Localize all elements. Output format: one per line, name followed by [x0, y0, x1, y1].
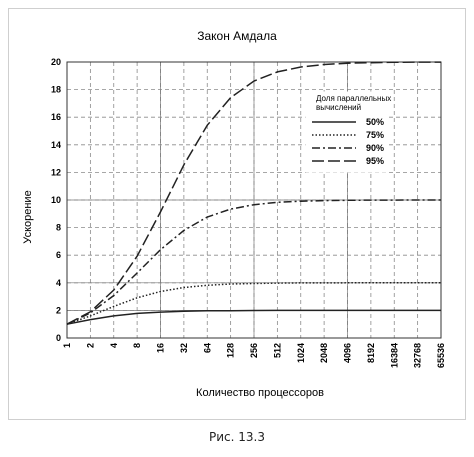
y-tick-label: 14 — [51, 140, 61, 150]
x-axis-label: Количество процессоров — [196, 387, 324, 399]
y-tick-label: 8 — [56, 223, 61, 233]
x-tick-label: 2048 — [319, 343, 329, 363]
x-tick-label: 128 — [226, 343, 236, 358]
axes — [66, 61, 442, 339]
y-tick-label: 10 — [51, 195, 61, 205]
y-tick-label: 2 — [56, 305, 61, 315]
legend-entry: 90% — [366, 143, 384, 153]
y-tick-label: 4 — [56, 278, 61, 288]
y-axis-label: Ускорение — [22, 190, 34, 243]
x-tick-label: 4096 — [343, 343, 353, 363]
x-tick-label: 256 — [249, 343, 259, 358]
x-tick-label: 8 — [132, 343, 142, 348]
x-tick-label: 1 — [62, 343, 72, 348]
series-lines — [66, 61, 441, 325]
legend-title-line: Доля параллельных — [316, 94, 391, 103]
legend-title-line: вычислений — [316, 103, 361, 112]
x-tick-label: 4 — [109, 343, 119, 348]
chart-title: Закон Амдала — [197, 29, 277, 43]
x-tick-label: 65536 — [436, 343, 446, 368]
plot-area-border — [66, 61, 442, 339]
figure-frame — [8, 8, 466, 420]
x-tick-label: 512 — [272, 343, 282, 358]
x-tick-label: 2 — [85, 343, 95, 348]
legend-entry: 95% — [366, 156, 384, 166]
y-tick-label: 0 — [56, 333, 61, 343]
legend-entry: 50% — [366, 117, 384, 127]
figure-caption: Рис. 13.3 — [209, 430, 265, 444]
y-tick-labels: 0 2 4 6 8 10 12 14 16 18 20 — [51, 57, 61, 343]
x-tick-label: 64 — [202, 343, 212, 353]
series-line-75pct — [66, 282, 441, 325]
y-tick-label: 20 — [51, 57, 61, 67]
series-line-50pct — [66, 309, 441, 325]
x-tick-label: 32 — [179, 343, 189, 353]
x-tick-label: 32768 — [413, 343, 423, 368]
y-tick-label: 18 — [51, 85, 61, 95]
y-tick-label: 16 — [51, 112, 61, 122]
legend: Доля параллельных вычислений 50% 75% 90% 95% — [305, 91, 391, 173]
x-tick-labels: 1 2 4 8 16 32 64 128 256 512 1024 2048 4096 8192 16384… — [62, 343, 446, 368]
series-line-95pct — [66, 61, 441, 325]
x-tick-label: 1024 — [296, 343, 306, 363]
legend-box — [305, 91, 389, 173]
x-tick-label: 16 — [156, 343, 166, 353]
legend-entry: 75% — [366, 130, 384, 140]
x-tick-label: 16384 — [389, 343, 399, 368]
series-line-90pct — [66, 199, 441, 325]
x-tick-label: 8192 — [366, 343, 376, 363]
y-tick-label: 6 — [56, 250, 61, 260]
legend-title: Доля параллельных вычислений — [316, 94, 391, 112]
y-tick-label: 12 — [51, 167, 61, 177]
